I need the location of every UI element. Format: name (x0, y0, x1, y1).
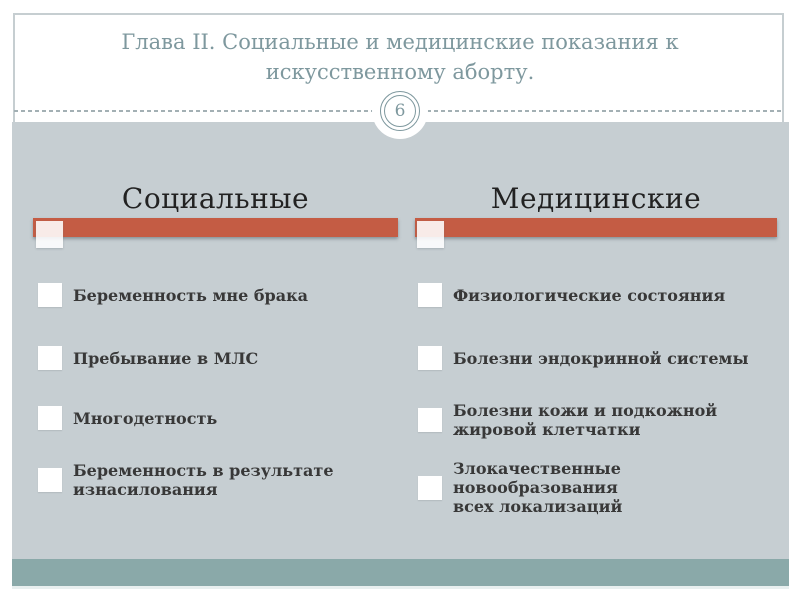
list-item-text: Физиологические состояния (453, 285, 726, 305)
content-band (12, 122, 789, 559)
column-header-social: Социальные (121, 182, 310, 215)
list-item-text: Злокачественные новообразования всех лок… (453, 459, 623, 516)
list-item-text: Беременность в результате изнасилования (73, 461, 334, 499)
checkbox-bullet-icon (38, 283, 62, 307)
checkbox-bullet-icon (38, 346, 62, 370)
accent-bar-chip-social (36, 221, 63, 248)
list-item-text: Многодетность (73, 408, 218, 428)
list-item: Злокачественные новообразования всех лок… (418, 459, 783, 516)
checkbox-bullet-icon (418, 346, 442, 370)
list-item: Беременность мне брака (38, 283, 383, 307)
list-item: Физиологические состояния (418, 283, 783, 307)
slide-border-left (13, 13, 15, 122)
slide-border-top (13, 13, 784, 15)
list-item: Беременность в результате изнасилования (38, 461, 383, 499)
list-item: Болезни кожи и подкожной жировой клетчат… (418, 401, 783, 439)
column-header-medical: Медицинские (490, 182, 702, 215)
checkbox-bullet-icon (38, 468, 62, 492)
checkbox-bullet-icon (418, 408, 442, 432)
list-item-text: Болезни кожи и подкожной жировой клетчат… (453, 401, 718, 439)
page-number: 6 (394, 101, 406, 121)
list-item-text: Пребывание в МЛС (73, 348, 259, 368)
footer-strip (12, 559, 789, 586)
checkbox-bullet-icon (418, 283, 442, 307)
footer-strip-highlight (12, 586, 789, 589)
accent-bar-chip-medical (417, 221, 444, 248)
checkbox-bullet-icon (418, 475, 442, 500)
checkbox-bullet-icon (38, 406, 62, 430)
slide-title: Глава II. Социальные и медицинские показ… (121, 30, 679, 84)
list-item: Пребывание в МЛС (38, 346, 383, 370)
accent-bar-medical (415, 218, 777, 237)
page-number-badge: 6 (380, 91, 420, 131)
list-item: Болезни эндокринной системы (418, 346, 783, 370)
list-item-text: Болезни эндокринной системы (453, 348, 749, 368)
accent-bar-social (33, 218, 398, 237)
slide-border-right (782, 13, 784, 122)
list-item: Многодетность (38, 406, 383, 430)
list-item-text: Беременность мне брака (73, 285, 308, 305)
